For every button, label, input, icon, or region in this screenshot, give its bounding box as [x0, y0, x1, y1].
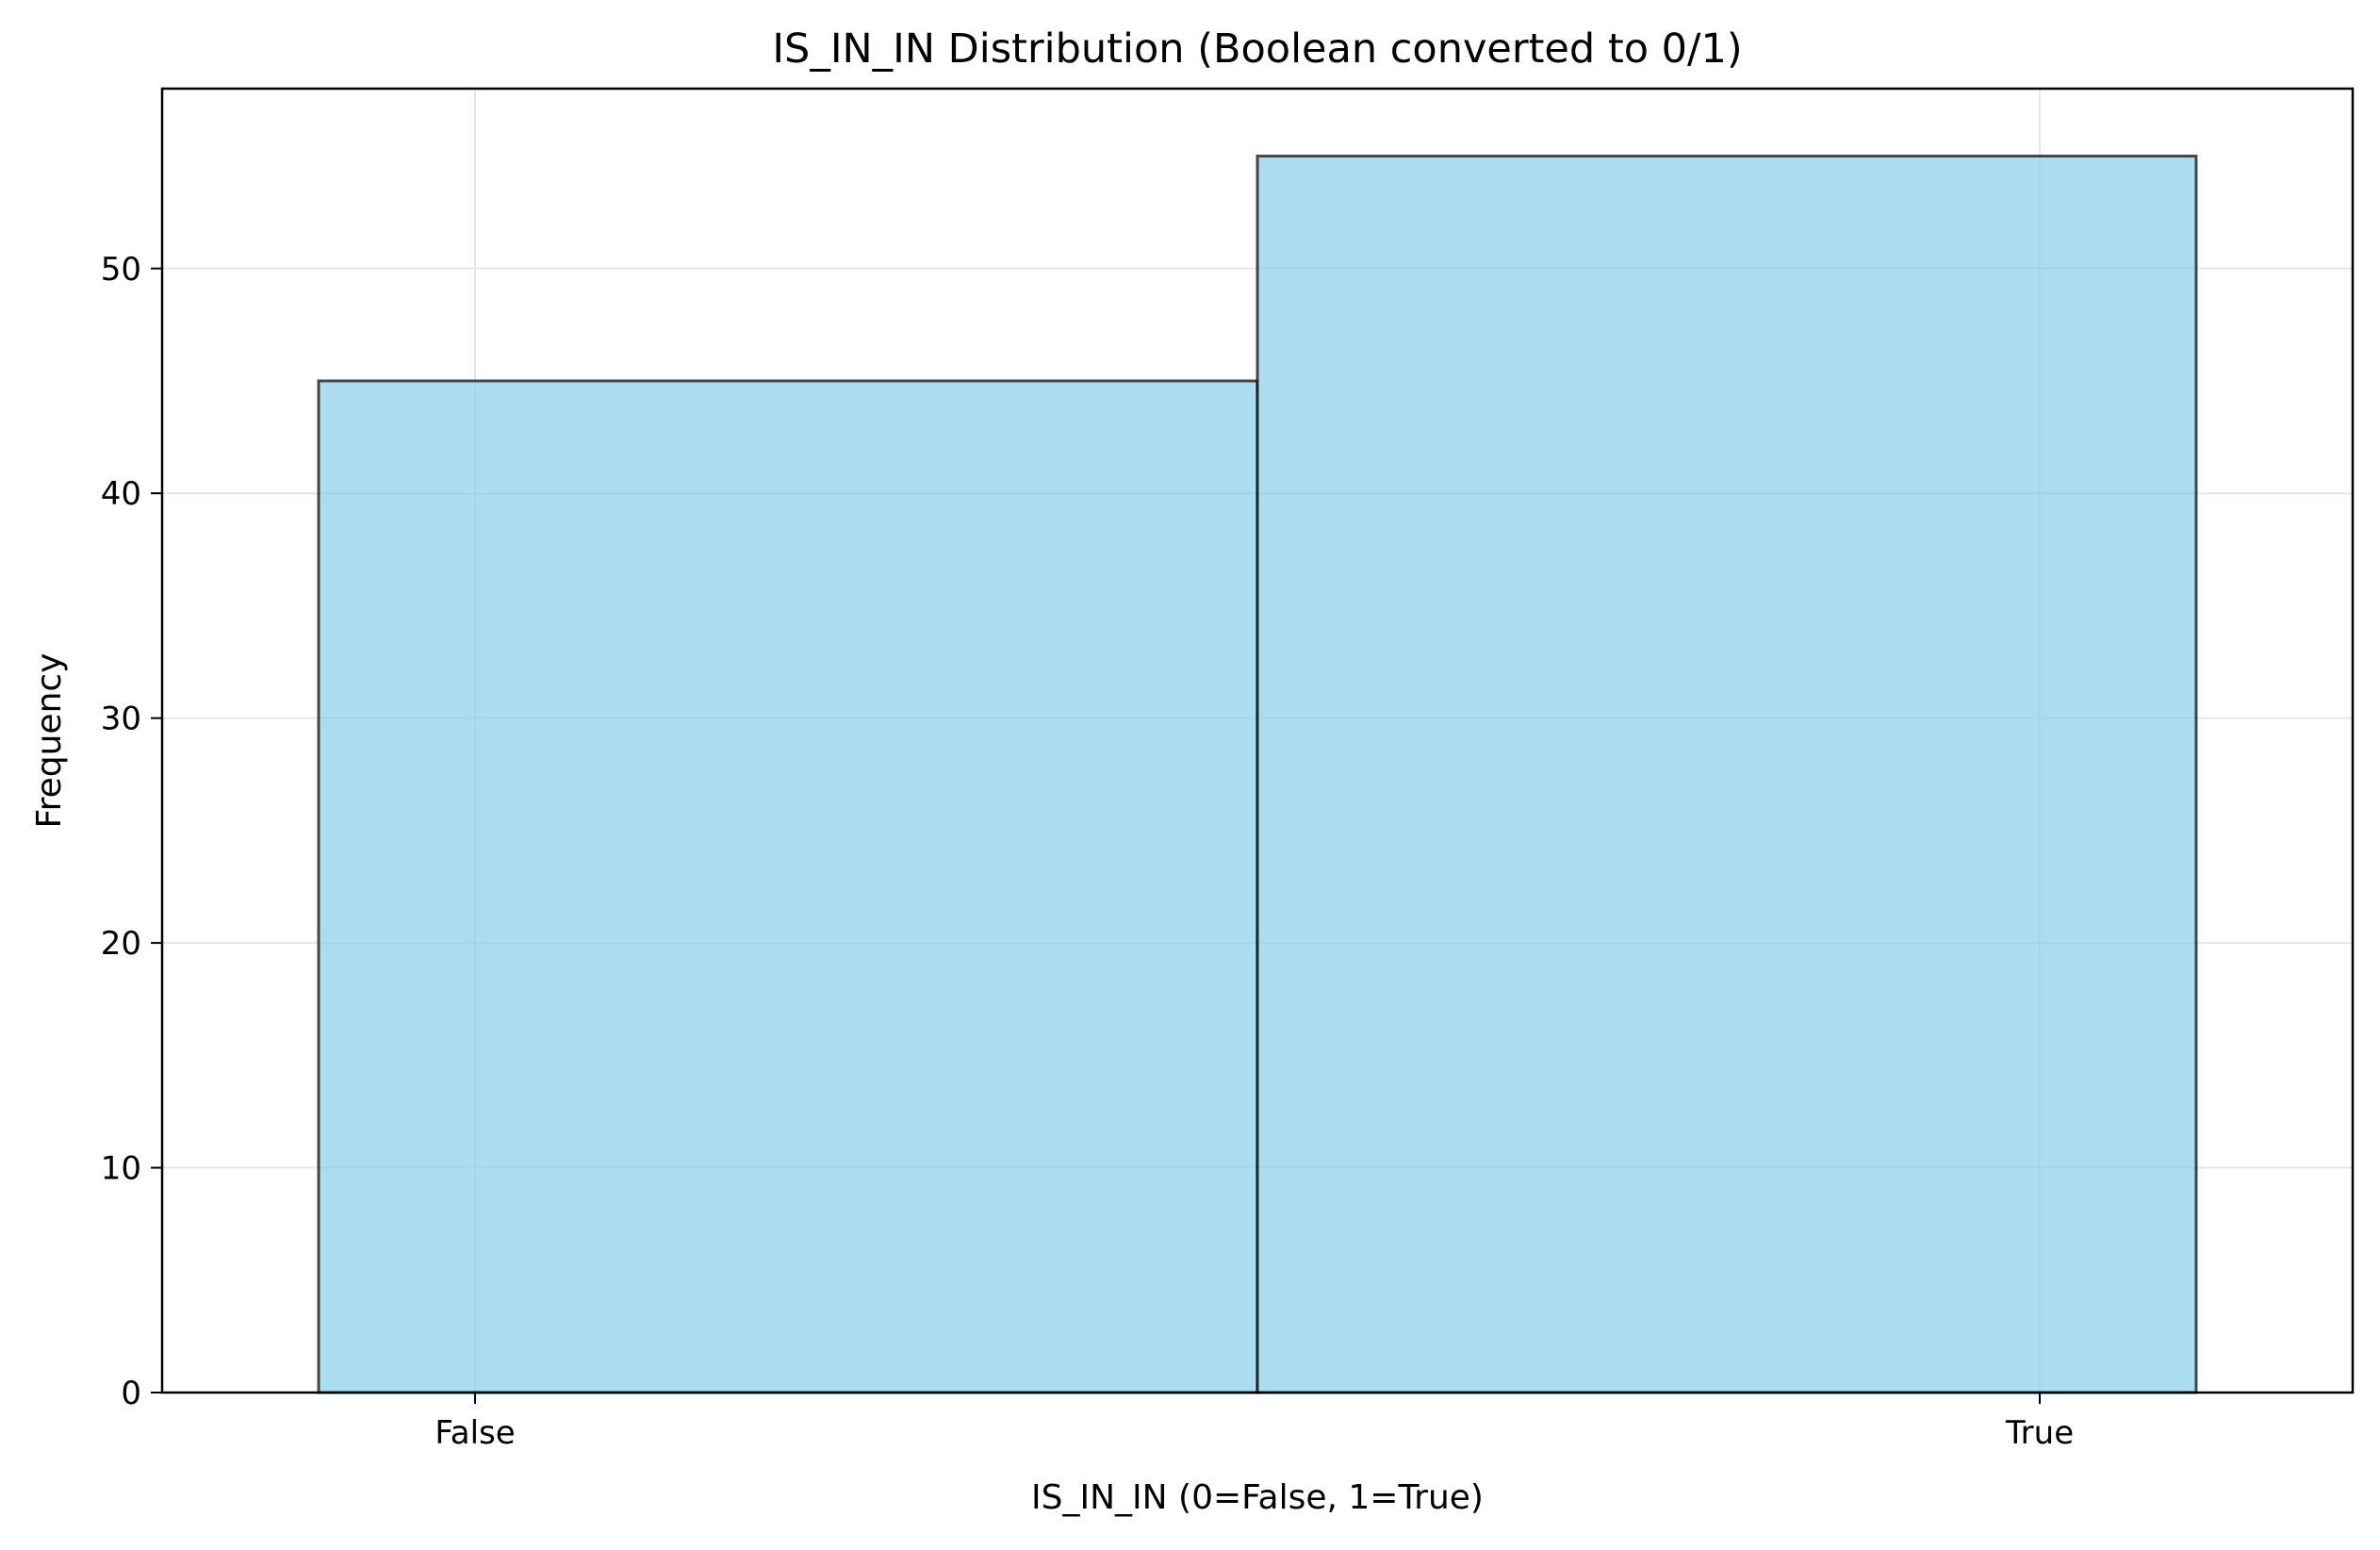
bar-true — [1256, 155, 2198, 1394]
x-axis-label: IS_IN_IN (0=False, 1=True) — [1031, 1478, 1484, 1517]
y-tick-label: 40 — [101, 475, 141, 513]
y-tick-label: 0 — [121, 1375, 141, 1412]
axes-frame — [160, 87, 2355, 1394]
bars — [317, 155, 2198, 1394]
x-tick-label: False — [435, 1414, 515, 1452]
y-tick-label: 30 — [101, 701, 141, 738]
y-axis-ticks: 0 10 20 30 40 50 — [101, 251, 162, 1412]
y-tick-label: 20 — [101, 925, 141, 963]
y-axis-label: Frequency — [30, 653, 69, 829]
y-tick-label: 50 — [101, 251, 141, 289]
x-tick-label: True — [2005, 1414, 2074, 1452]
y-tick-label: 10 — [101, 1150, 141, 1188]
chart-title: IS_IN_IN Distribution (Boolean converted… — [772, 25, 1742, 73]
bar-false — [317, 379, 1259, 1394]
x-axis-ticks: False True — [435, 1393, 2074, 1452]
